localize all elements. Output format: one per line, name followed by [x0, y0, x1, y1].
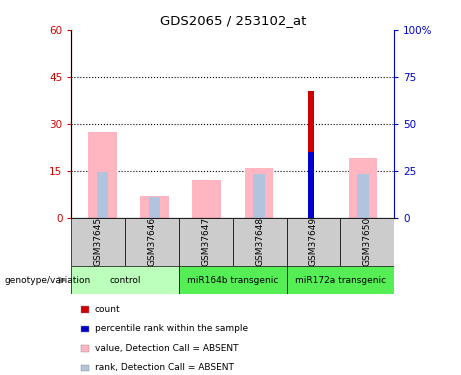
Text: rank, Detection Call = ABSENT: rank, Detection Call = ABSENT — [95, 363, 233, 372]
Text: GSM37647: GSM37647 — [201, 217, 210, 266]
Text: value, Detection Call = ABSENT: value, Detection Call = ABSENT — [95, 344, 238, 353]
Text: GSM37645: GSM37645 — [94, 217, 103, 266]
Bar — [71, 217, 125, 266]
Bar — [340, 217, 394, 266]
Text: count: count — [95, 305, 120, 314]
Text: GSM37649: GSM37649 — [309, 217, 318, 266]
Bar — [357, 174, 369, 217]
Bar — [233, 217, 287, 266]
Text: GSM37648: GSM37648 — [255, 217, 264, 266]
Text: GSM37650: GSM37650 — [363, 217, 372, 267]
Bar — [349, 158, 377, 218]
Bar — [97, 172, 108, 217]
Text: genotype/variation: genotype/variation — [5, 276, 91, 285]
Bar — [308, 152, 314, 217]
Bar — [71, 266, 179, 294]
Text: miR172a transgenic: miR172a transgenic — [295, 276, 386, 285]
Bar — [253, 174, 265, 217]
Text: GSM37646: GSM37646 — [148, 217, 157, 266]
Text: percentile rank within the sample: percentile rank within the sample — [95, 324, 248, 333]
Bar — [244, 168, 273, 217]
Bar — [141, 196, 169, 217]
Bar — [308, 91, 314, 218]
Bar — [149, 197, 160, 217]
Text: control: control — [110, 276, 141, 285]
Text: miR164b transgenic: miR164b transgenic — [187, 276, 278, 285]
Bar — [193, 180, 221, 218]
Bar — [179, 217, 233, 266]
Bar — [125, 217, 179, 266]
Bar — [287, 217, 340, 266]
Bar — [179, 266, 287, 294]
Title: GDS2065 / 253102_at: GDS2065 / 253102_at — [160, 15, 306, 27]
Bar — [287, 266, 394, 294]
Bar — [89, 132, 117, 218]
